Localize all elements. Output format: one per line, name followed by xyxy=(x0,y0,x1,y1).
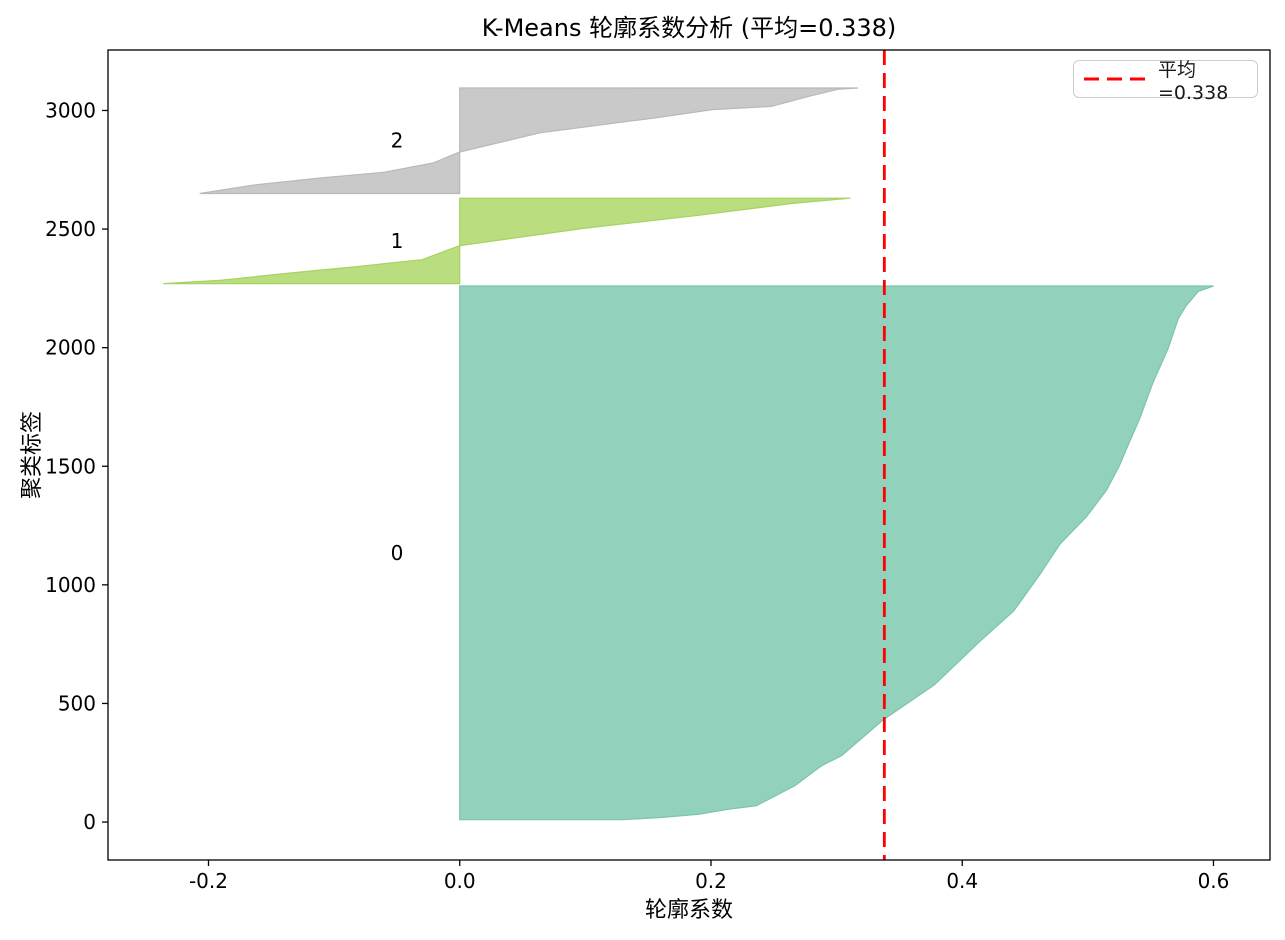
y-tick-label: 1000 xyxy=(45,573,96,597)
x-tick-label: -0.2 xyxy=(189,869,228,893)
x-tick-label: 0.4 xyxy=(946,869,978,893)
x-tick-label: 0.0 xyxy=(444,869,476,893)
y-axis-label: 聚类标签 xyxy=(20,410,45,500)
cluster-2-area xyxy=(199,87,859,195)
legend-dash-line xyxy=(1084,76,1148,82)
cluster-2-label: 2 xyxy=(391,129,404,153)
y-tick-label: 2000 xyxy=(45,336,96,360)
cluster-1-area xyxy=(163,197,851,285)
legend-label: 平均=0.338 xyxy=(1158,58,1229,104)
x-tick-label: 0.6 xyxy=(1198,869,1230,893)
legend-line-swatch xyxy=(1084,77,1148,81)
x-tick-label: 0.2 xyxy=(695,869,727,893)
x-axis-label: 轮廓系数 xyxy=(644,898,733,923)
y-tick-label: 500 xyxy=(58,691,96,715)
y-tick-label: 0 xyxy=(83,810,96,834)
y-tick-label: 1500 xyxy=(45,454,96,478)
y-tick-label: 2500 xyxy=(45,217,96,241)
cluster-0-area xyxy=(459,285,1214,821)
cluster-1-label: 1 xyxy=(391,229,404,253)
chart-title: K-Means 轮廓系数分析 (平均=0.338) xyxy=(481,14,897,42)
y-tick-label: 3000 xyxy=(45,98,96,122)
plot-border xyxy=(107,49,1271,861)
legend: 平均=0.338 xyxy=(1073,59,1258,104)
cluster-0-label: 0 xyxy=(391,541,404,565)
